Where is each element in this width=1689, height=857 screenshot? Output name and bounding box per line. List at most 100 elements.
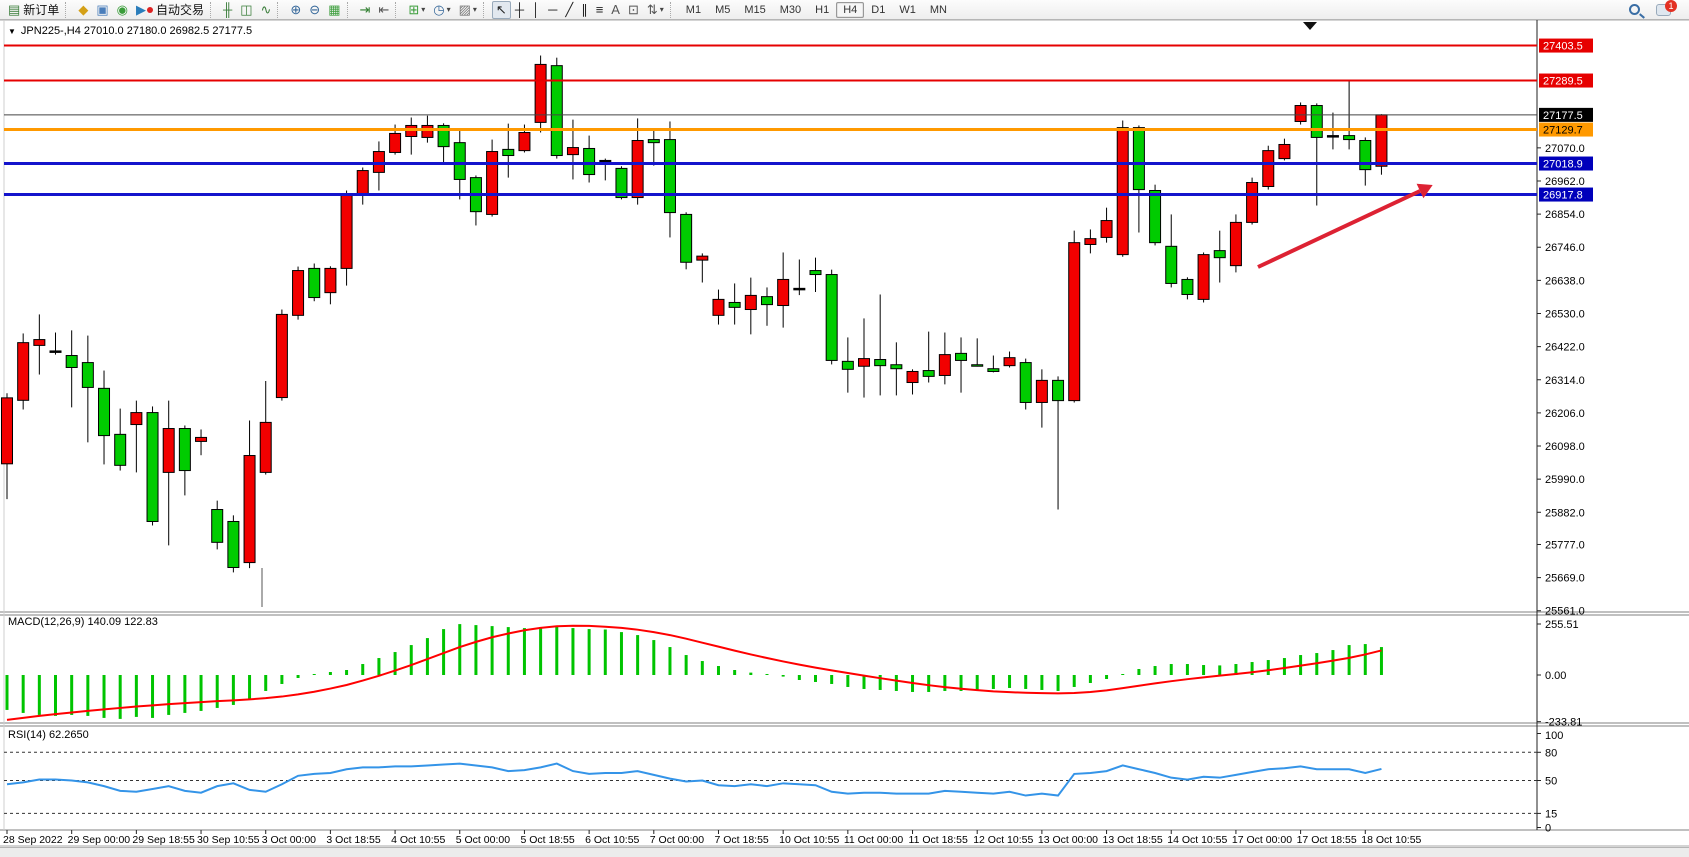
trendline-icon[interactable]: ╱ (561, 1, 577, 19)
macd-indicator-label: MACD(12,26,9) 140.09 122.83 (8, 616, 158, 628)
chat-bubble-icon: 1 (1656, 0, 1677, 16)
svg-text:11 Oct 00:00: 11 Oct 00:00 (844, 834, 904, 846)
toolbar-separator (65, 1, 72, 18)
toolbar-separator (346, 1, 354, 18)
rsi-indicator-label: RSI(14) 62.2650 (8, 729, 89, 741)
chart-window-icon: ▣ (96, 1, 109, 17)
timeframe-w1[interactable]: W1 (899, 3, 916, 16)
svg-text:11 Oct 18:55: 11 Oct 18:55 (909, 834, 969, 846)
cursor-icon[interactable]: ↖ (491, 0, 511, 19)
svg-text:27403.5: 27403.5 (1543, 41, 1583, 53)
market-watch-icon[interactable]: ◆ (74, 1, 92, 19)
search-button[interactable] (1625, 1, 1644, 19)
fibonacci-icon[interactable]: ≡ (592, 1, 608, 19)
svg-text:27070.0: 27070.0 (1545, 143, 1585, 155)
text-label-icon: ⊡ (627, 1, 639, 17)
template-icon[interactable]: ▨ ▾ (455, 1, 481, 19)
price-badge-27289.5 (1539, 73, 1593, 88)
svg-text:26638.0: 26638.0 (1545, 275, 1585, 287)
timeframe-m30[interactable]: M30 (779, 3, 802, 16)
chevron-down-icon[interactable]: ▾ (472, 5, 477, 14)
new-order-button-label: 新订单 (23, 3, 60, 17)
arrows-icon: ⇅ (646, 1, 658, 17)
timeframe-mn[interactable]: MN (929, 3, 947, 16)
svg-text:26098.0: 26098.0 (1545, 441, 1585, 453)
svg-text:3 Oct 18:55: 3 Oct 18:55 (326, 834, 380, 846)
toolbar-separator (209, 1, 217, 18)
svg-text:28 Sep 2022: 28 Sep 2022 (3, 834, 63, 846)
autotrading-button[interactable]: ▶ 自动交易 (132, 1, 208, 19)
timeframe-m15[interactable]: M15 (744, 3, 766, 16)
zoom-out-icon: ⊖ (309, 1, 321, 17)
market-news-icon[interactable]: ◉ (113, 1, 132, 19)
tile-windows-icon[interactable]: ▦ (324, 1, 344, 19)
auto-scroll-icon: ⇥ (359, 1, 371, 17)
svg-text:15: 15 (1545, 808, 1557, 820)
equidistant-channel-icon[interactable]: ∥ (577, 1, 592, 19)
new-order-button[interactable]: ▤ 新订单 (4, 1, 63, 19)
notification-badge: 1 (1665, 0, 1677, 12)
arrows-icon[interactable]: ⇅ ▾ (643, 1, 668, 19)
svg-text:26854.0: 26854.0 (1545, 209, 1585, 221)
panel-borders (0, 19, 1689, 847)
bar-chart-icon: ╫ (222, 1, 233, 17)
svg-text:4 Oct 10:55: 4 Oct 10:55 (391, 834, 445, 846)
timeframe-m5[interactable]: M5 (715, 3, 731, 16)
chart-shift-marker[interactable] (1303, 22, 1317, 30)
svg-text:26917.8: 26917.8 (1543, 190, 1583, 202)
svg-text:26422.0: 26422.0 (1545, 342, 1585, 354)
timeframe-h4[interactable]: H4 (836, 1, 865, 18)
text-icon[interactable]: A (607, 1, 624, 19)
svg-text:26206.0: 26206.0 (1545, 408, 1585, 420)
cursor-icon: ↖ (495, 1, 507, 17)
timeframe-bar: M1 M5 M15 M30 H1 H4 D1 W1 MN (679, 1, 954, 18)
chevron-down-icon[interactable]: ▾ (421, 5, 426, 14)
toolbar: ▤ 新订单 ◆ ▣ ◉ ▶ 自动交易 ╫ ◫ ∿ ⊕ ⊖ ▦ ⇥ ⇤ ⊞ ▾ ◷ ▾ ▨ ▾ ↖ ┼ │ ─ ╱ ∥ ≡ A ⊡ ⇅ ▾ M1… (0, 0, 1689, 20)
toolbar-right: 1 (1625, 0, 1685, 19)
period-clock-icon[interactable]: ◷ ▾ (429, 1, 454, 19)
timeframe-h1[interactable]: H1 (815, 3, 830, 16)
line-chart-icon[interactable]: ∿ (256, 1, 275, 19)
new-order-icon: ▤ (8, 1, 21, 17)
symbol-info-bar[interactable]: ▼ JPN225-,H4 27010.0 27180.0 26982.5 271… (8, 25, 252, 37)
timeframe-m1[interactable]: M1 (685, 3, 702, 16)
zoom-in-icon[interactable]: ⊕ (286, 1, 305, 19)
chevron-down-icon[interactable]: ▾ (659, 5, 664, 14)
svg-text:25777.0: 25777.0 (1545, 539, 1585, 551)
text-label-icon[interactable]: ⊡ (624, 1, 643, 19)
auto-scroll-icon[interactable]: ⇥ (356, 1, 375, 19)
toolbar-icons: ▤ 新订单 ◆ ▣ ◉ ▶ 自动交易 ╫ ◫ ∿ ⊕ ⊖ ▦ ⇥ ⇤ ⊞ ▾ ◷ ▾ ▨ ▾ ↖ ┼ │ ─ ╱ ∥ ≡ A ⊡ ⇅ ▾ (4, 0, 679, 19)
search-icon (1629, 4, 1640, 15)
candlestick-chart-icon[interactable]: ◫ (236, 1, 256, 19)
status-strip (0, 847, 1689, 857)
autotrading-button-label: 自动交易 (155, 3, 204, 17)
timeframe-d1[interactable]: D1 (871, 3, 886, 16)
fibonacci-icon: ≡ (595, 1, 604, 17)
price-badge-27018.9 (1539, 156, 1593, 171)
market-watch-icon: ◆ (78, 1, 89, 17)
notifications-button[interactable]: 1 (1652, 0, 1677, 19)
chart-window-icon[interactable]: ▣ (92, 1, 112, 19)
bar-chart-icon[interactable]: ╫ (219, 1, 236, 19)
chart-shift-icon[interactable]: ⇤ (374, 1, 393, 19)
text-icon: A (611, 1, 620, 17)
price-badge-26917.8 (1539, 187, 1593, 202)
svg-text:25882.0: 25882.0 (1545, 507, 1585, 519)
crosshair-icon: ┼ (514, 1, 525, 17)
horizontal-line-icon[interactable]: ─ (544, 1, 561, 19)
crosshair-icon[interactable]: ┼ (511, 1, 528, 19)
svg-text:6 Oct 10:55: 6 Oct 10:55 (585, 834, 639, 846)
vertical-line-icon[interactable]: │ (528, 1, 544, 19)
horizontal-line-icon: ─ (548, 1, 558, 17)
equidistant-channel-icon: ∥ (581, 1, 588, 17)
svg-text:100: 100 (1545, 730, 1563, 742)
trend-arrow[interactable] (1257, 183, 1433, 269)
symbol-collapse-icon[interactable]: ▼ (8, 26, 16, 36)
candlestick-series (1, 55, 1388, 573)
level-lines[interactable]: 27403.5 27289.5 27177.5 27129.7 27018.9 26917… (4, 38, 1593, 202)
zoom-out-icon[interactable]: ⊖ (305, 1, 324, 19)
svg-text:29 Sep 18:55: 29 Sep 18:55 (132, 834, 195, 846)
chevron-down-icon[interactable]: ▾ (446, 5, 451, 14)
add-indicator-icon[interactable]: ⊞ ▾ (404, 1, 429, 19)
